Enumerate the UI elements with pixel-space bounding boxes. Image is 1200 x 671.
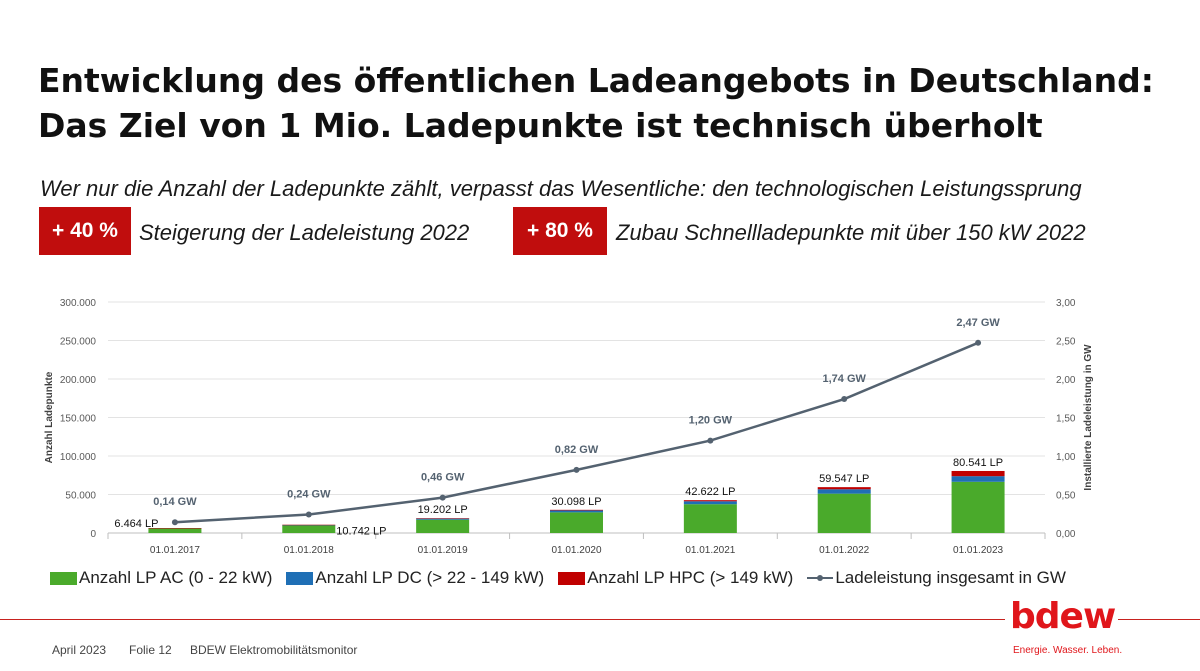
y2-tick-label: 3,00 — [1056, 298, 1076, 309]
bar-segment-hpc — [148, 528, 202, 529]
y-axis-title: Anzahl Ladepunkte — [44, 371, 55, 463]
footer-date: April 2023 — [52, 643, 107, 657]
bar-segment-ac — [817, 493, 871, 533]
bar-segment-dc — [416, 518, 470, 520]
charging-points-chart: 0 50.000 100.000 150.000 200.000 250.000 300.0… — [44, 298, 1094, 556]
bar-total-label: 6.464 LP — [114, 518, 158, 530]
legend-label-line: Ladeleistung insgesamt in GW — [835, 568, 1066, 587]
chart-legend: Anzahl LP AC (0 - 22 kW) Anzahl LP DC (>… — [50, 568, 1080, 588]
x-tick-label: 01.01.2018 — [284, 545, 334, 556]
legend-label-ac: Anzahl LP AC (0 - 22 kW) — [79, 568, 273, 587]
bar-segment-hpc — [282, 524, 336, 526]
capacity-point — [707, 437, 714, 444]
y-tick-label: 150.000 — [60, 414, 97, 425]
bar-segment-dc — [817, 489, 871, 494]
bar-segment-dc — [683, 501, 737, 505]
bar-segment-ac — [550, 512, 603, 533]
bdew-logo: bdew — [1010, 596, 1116, 637]
bar-segment-hpc — [817, 487, 871, 490]
kpi-badge-1: + 40 % — [39, 207, 131, 255]
legend-item-line: Ladeleistung insgesamt in GW — [807, 568, 1066, 588]
capacity-point — [171, 519, 178, 526]
legend-label-dc: Anzahl LP DC (> 22 - 149 kW) — [315, 568, 545, 587]
capacity-label: 0,14 GW — [153, 496, 197, 508]
bar-total-label: 59.547 LP — [819, 473, 869, 485]
legend-item-hpc: Anzahl LP HPC (> 149 kW) — [558, 568, 793, 588]
legend-swatch-hpc — [558, 571, 586, 585]
kpi-text-2: Zubau Schnellladepunkte mit über 150 kW … — [616, 220, 1086, 245]
capacity-label: 1,74 GW — [823, 373, 867, 385]
bar-segment-ac — [683, 504, 737, 533]
bar-segment-ac — [148, 528, 202, 533]
legend-label-hpc: Anzahl LP HPC (> 149 kW) — [587, 568, 794, 587]
bar-total-label: 10.742 LP — [336, 526, 386, 538]
x-tick-label: 01.01.2021 — [685, 545, 735, 556]
bar-segment-hpc — [550, 509, 603, 511]
x-tick-label: 01.01.2022 — [819, 545, 869, 556]
kpi-text-1: Steigerung der Ladeleistung 2022 — [139, 220, 470, 245]
footer-divider-right — [1118, 619, 1200, 620]
capacity-label: 2,47 GW — [956, 317, 1000, 329]
capacity-point — [305, 511, 312, 518]
bar-segment-hpc — [951, 470, 1005, 477]
legend-swatch-ac — [50, 571, 77, 585]
x-tick-label: 01.01.2023 — [953, 545, 1003, 556]
y2-tick-label: 2,50 — [1056, 337, 1076, 348]
kpi-badge-2: + 80 % — [513, 207, 607, 255]
subtitle: Wer nur die Anzahl der Ladepunkte zählt,… — [40, 176, 1082, 201]
legend-swatch-line — [807, 572, 834, 584]
y2-tick-label: 2,00 — [1056, 375, 1076, 386]
x-tick-label: 01.01.2019 — [418, 545, 468, 556]
bar-segment-ac — [282, 525, 336, 533]
bar-segment-hpc — [683, 500, 737, 502]
x-tick-label: 01.01.2020 — [551, 545, 601, 556]
y-tick-label: 250.000 — [60, 337, 97, 348]
bar-total-label: 19.202 LP — [418, 504, 468, 516]
capacity-label: 0,46 GW — [421, 472, 465, 484]
capacity-point — [841, 396, 848, 403]
capacity-point — [975, 339, 982, 346]
bar-total-label: 30.098 LP — [551, 496, 601, 508]
footer-slide-number: Folie 12 — [129, 643, 172, 657]
capacity-point — [573, 466, 580, 473]
bar-segment-ac — [951, 481, 1005, 533]
y2-tick-label: 0,00 — [1056, 529, 1076, 540]
capacity-point — [439, 494, 446, 501]
bdew-slogan: Energie. Wasser. Leben. — [1013, 645, 1123, 656]
y2-tick-label: 0,50 — [1056, 491, 1076, 502]
y-tick-label: 50.000 — [65, 491, 96, 502]
slide-title: Entwicklung des öffentlichen Ladeangebot… — [38, 58, 1178, 148]
capacity-label: 0,24 GW — [287, 489, 331, 501]
y-tick-label: 0 — [90, 529, 96, 540]
footer-source: BDEW Elektromobilitätsmonitor — [190, 643, 358, 657]
bar-total-label: 80.541 LP — [953, 457, 1003, 469]
title-line-1: Entwicklung des öffentlichen Ladeangebot… — [38, 61, 1154, 100]
legend-item-dc: Anzahl LP DC (> 22 - 149 kW) — [286, 568, 544, 588]
y-tick-label: 100.000 — [60, 452, 97, 463]
footer-divider — [0, 619, 1005, 620]
bar-segment-dc — [550, 510, 603, 513]
bar-segment-dc — [951, 476, 1005, 482]
title-line-2: Das Ziel von 1 Mio. Ladepunkte ist techn… — [38, 106, 1043, 145]
capacity-label: 0,82 GW — [555, 444, 599, 456]
y-tick-label: 200.000 — [60, 375, 97, 386]
y-tick-label: 300.000 — [60, 298, 97, 309]
y2-axis-title: Installierte Ladeleistung in GW — [1083, 344, 1094, 491]
legend-swatch-dc — [286, 571, 314, 585]
y2-tick-label: 1,50 — [1056, 414, 1076, 425]
legend-item-ac: Anzahl LP AC (0 - 22 kW) — [50, 568, 272, 588]
y2-tick-label: 1,00 — [1056, 452, 1076, 463]
bar-total-label: 42.622 LP — [685, 486, 735, 498]
bar-segment-ac — [416, 519, 470, 533]
x-tick-label: 01.01.2017 — [150, 545, 200, 556]
capacity-label: 1,20 GW — [689, 415, 733, 427]
bar-segment-hpc — [416, 518, 470, 519]
